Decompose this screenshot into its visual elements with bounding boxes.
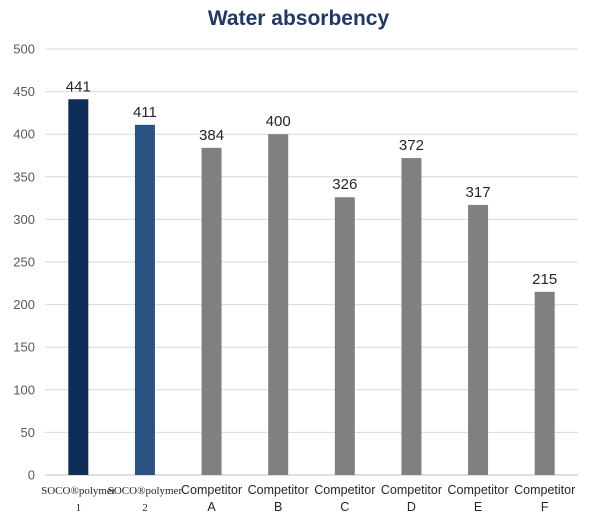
y-tick-label: 450 [13,84,35,99]
y-tick-label: 150 [13,340,35,355]
y-tick-label: 100 [13,382,35,397]
y-tick-label: 0 [28,468,35,483]
x-tick-label: SOCO®polymer [108,485,183,497]
x-tick-label: Competitor [381,483,442,497]
y-tick-label: 200 [13,297,35,312]
data-label: 215 [532,271,557,288]
x-tick-label: SOCO®polymer [41,485,116,497]
data-label: 317 [466,184,491,201]
y-tick-label: 50 [21,425,35,440]
x-tick-label: Competitor [248,483,309,497]
data-label: 326 [332,176,357,193]
y-tick-label: 500 [13,42,35,57]
data-label: 372 [399,137,424,154]
x-tick-label: Competitor [181,483,242,497]
x-tick-label-line2: 1 [76,502,82,514]
bar [201,147,222,475]
data-label: 411 [133,104,157,121]
chart-title: Water absorbency [207,7,390,30]
bar [334,197,355,476]
x-tick-label: Competitor [514,483,575,497]
y-tick-label: 400 [13,127,35,142]
x-tick-label-line2: A [207,500,216,514]
bar [68,99,89,475]
data-label: 400 [266,113,291,130]
y-tick-label: 300 [13,212,35,227]
x-tick-label-line2: B [274,500,282,514]
bar [134,124,155,475]
bar [468,204,489,475]
x-tick-label-line2: E [474,500,482,514]
data-label: 441 [66,78,91,95]
x-tick-label: Competitor [447,483,508,497]
x-tick-label-line2: F [541,500,549,514]
x-tick-label-line2: D [407,500,416,514]
x-tick-label: Competitor [314,483,375,497]
x-tick-label-line2: C [340,500,349,514]
y-tick-label: 350 [13,169,35,184]
x-tick-label-line2: 2 [142,502,148,514]
y-tick-label: 250 [13,255,35,270]
data-label: 384 [199,127,224,144]
bar [534,291,555,475]
bar [268,134,289,475]
bar [401,158,422,475]
